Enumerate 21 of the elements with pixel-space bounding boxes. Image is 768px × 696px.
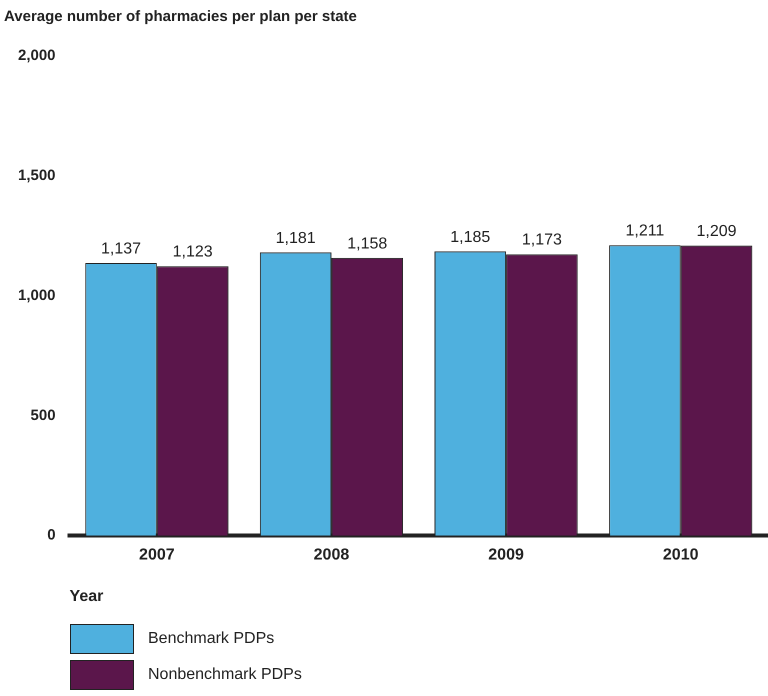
- legend-label: Nonbenchmark PDPs: [148, 666, 302, 684]
- y-tick-label: 500: [30, 406, 56, 424]
- data-label: 1,137: [101, 240, 142, 258]
- data-label: 1,123: [172, 244, 213, 261]
- y-axis-title: Average number of pharmacies per plan per state: [4, 8, 357, 26]
- x-tick-label: 2007: [139, 546, 175, 564]
- x-axis-title: Year: [70, 588, 104, 605]
- x-tick-label: 2009: [488, 546, 524, 564]
- y-tick-label: 0: [47, 526, 56, 544]
- data-label: 1,211: [625, 222, 664, 240]
- y-tick-label: 1,000: [18, 286, 56, 304]
- data-label: 1,173: [522, 232, 562, 249]
- data-label: 1,209: [696, 223, 737, 240]
- legend-label: Benchmark PDPs: [148, 630, 274, 648]
- data-label: 1,185: [450, 228, 490, 246]
- x-tick-label: 2010: [662, 546, 699, 564]
- data-label: 1,181: [276, 230, 316, 247]
- data-label: 1,158: [347, 235, 388, 252]
- x-tick-label: 2008: [314, 546, 350, 564]
- y-tick-label: 1,500: [18, 167, 56, 184]
- y-tick-label: 2,000: [18, 47, 56, 64]
